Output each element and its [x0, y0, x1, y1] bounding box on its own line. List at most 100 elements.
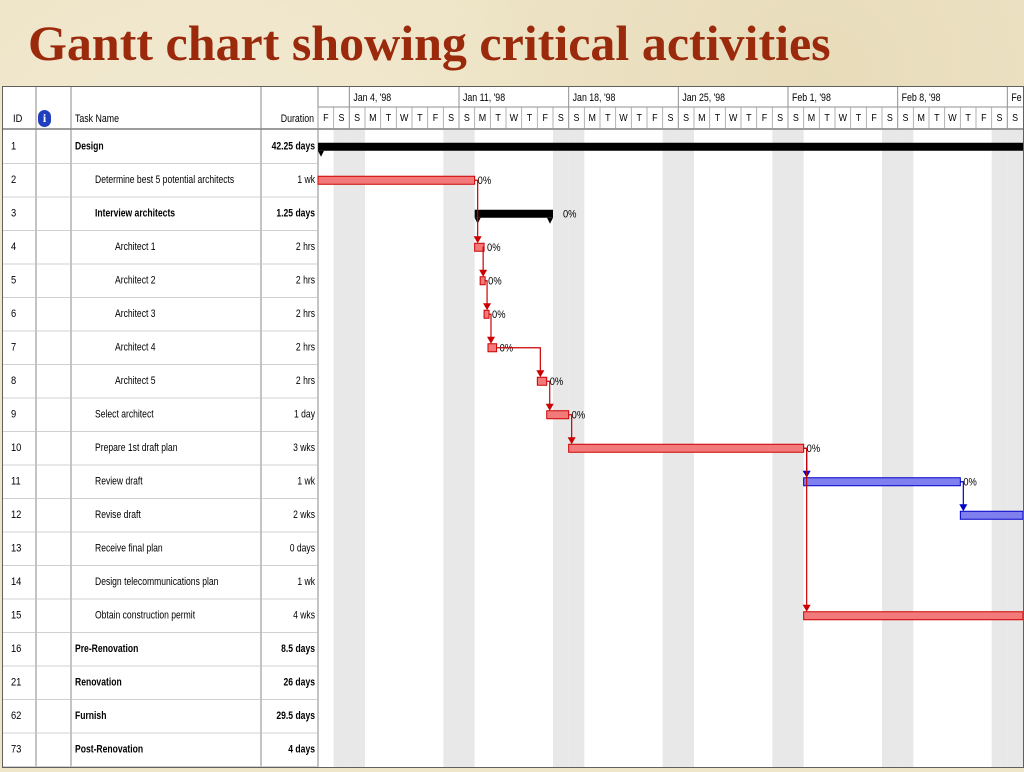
task-id: 2 [11, 175, 16, 187]
task-name: Architect 5 [115, 375, 156, 387]
day-label: F [762, 112, 767, 124]
day-label: T [965, 112, 970, 124]
day-label: S [777, 112, 783, 124]
task-name: Obtain construction permit [95, 610, 195, 622]
day-label: T [605, 112, 610, 124]
duration-header: Duration [281, 113, 314, 125]
task-duration: 4 days [288, 744, 315, 756]
critical-task-bar [317, 175, 476, 185]
summary-bar-start-marker [318, 150, 324, 157]
task-id: 1 [11, 141, 16, 153]
weekend-shade [1007, 130, 1023, 767]
task-duration: 3 wks [293, 442, 315, 454]
day-label: S [793, 112, 799, 124]
summary-task-name: Design [75, 141, 104, 153]
task-id: 73 [11, 744, 22, 756]
day-label: W [729, 112, 738, 124]
summary-bar [474, 209, 553, 218]
day-label: S [903, 112, 909, 124]
day-label: F [652, 112, 657, 124]
dependency-arrowhead [959, 504, 968, 512]
task-id: 8 [11, 376, 16, 388]
weekend-shade [897, 130, 914, 767]
weekend-shade [349, 130, 365, 767]
weekend-shade [991, 130, 1008, 767]
day-label: T [495, 112, 500, 124]
task-duration: 2 hrs [296, 308, 315, 320]
percent-complete-label: 0% [500, 343, 513, 355]
weekend-shade [882, 130, 898, 767]
dependency-link [960, 481, 964, 506]
day-label: W [948, 112, 957, 124]
summary-task-name: Furnish [75, 710, 106, 722]
info-icon: i [38, 110, 51, 127]
task-name: Revise draft [95, 509, 141, 521]
day-label: M [917, 112, 924, 124]
task-duration: 1 day [294, 409, 315, 421]
day-label: T [527, 112, 532, 124]
task-duration: 42.25 days [272, 141, 316, 153]
weekend-shade [333, 130, 350, 767]
dependency-link [485, 280, 488, 305]
weekend-shade [443, 130, 459, 767]
week-label: Feb 1, '98 [792, 92, 831, 104]
day-label: S [668, 112, 674, 124]
task-id: 6 [11, 309, 16, 321]
dependency-arrowhead [545, 403, 554, 411]
week-label: Jan 11, '98 [463, 92, 506, 104]
task-name-header: Task Name [75, 113, 119, 125]
day-label: S [574, 112, 580, 124]
percent-complete-label: 0% [563, 209, 576, 221]
summary-task-name: Pre-Renovation [75, 643, 138, 655]
dependency-arrowhead [802, 604, 811, 612]
noncritical-task-bar [959, 510, 1024, 520]
percent-complete-label: 0% [572, 410, 585, 422]
task-duration: 2 hrs [296, 342, 315, 354]
day-label: M [369, 112, 376, 124]
day-label: T [934, 112, 939, 124]
day-label: S [339, 112, 345, 124]
day-label: S [683, 112, 689, 124]
percent-complete-label: 0% [488, 276, 501, 288]
day-label: S [464, 112, 470, 124]
day-label: F [433, 112, 438, 124]
day-label: S [448, 112, 454, 124]
dependency-arrowhead [567, 437, 576, 445]
day-label: T [856, 112, 861, 124]
week-label: Feb 8, '98 [902, 92, 941, 104]
critical-task-bar [536, 376, 548, 386]
task-duration: 1.25 days [276, 208, 315, 220]
task-name: Select architect [95, 409, 154, 421]
percent-complete-label: 0% [478, 176, 491, 188]
noncritical-task-bar [803, 477, 961, 487]
week-label: Jan 25, '98 [682, 92, 725, 104]
task-name: Architect 4 [115, 342, 156, 354]
percent-complete-label: 0% [550, 377, 563, 389]
task-name: Architect 1 [115, 241, 156, 253]
critical-task-bar [803, 611, 1024, 621]
day-label: M [479, 112, 486, 124]
task-name: Architect 2 [115, 275, 156, 287]
task-duration: 8.5 days [281, 643, 315, 655]
day-label: M [698, 112, 705, 124]
task-name: Review draft [95, 476, 143, 488]
task-id: 3 [11, 208, 16, 220]
day-label: M [808, 112, 815, 124]
summary-task-name: Interview architects [95, 208, 176, 220]
task-id: 14 [11, 577, 22, 589]
task-duration: 1 wk [297, 476, 315, 488]
dependency-arrowhead [486, 336, 495, 344]
slide-title: Gantt chart showing critical activities [28, 15, 831, 71]
dependency-arrowhead [536, 370, 545, 378]
day-label: T [715, 112, 720, 124]
task-id: 15 [11, 610, 22, 622]
task-duration: 2 hrs [296, 375, 315, 387]
task-id: 13 [11, 543, 22, 555]
day-label: S [558, 112, 564, 124]
day-label: S [887, 112, 893, 124]
week-label: Jan 18, '98 [573, 92, 616, 104]
day-label: T [824, 112, 829, 124]
dependency-arrowhead [473, 236, 482, 244]
day-label: T [417, 112, 422, 124]
task-id: 4 [11, 242, 16, 254]
